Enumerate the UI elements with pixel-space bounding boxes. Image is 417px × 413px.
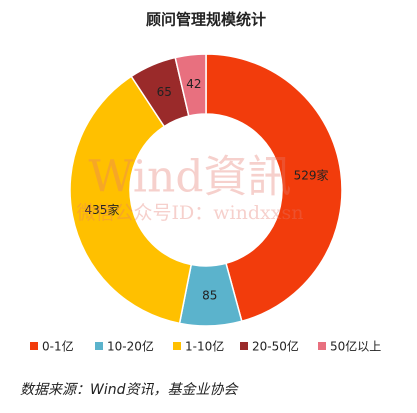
data-label: 529家 [294, 167, 329, 182]
legend-label: 50亿以上 [330, 339, 381, 354]
data-label: 85 [202, 288, 217, 302]
watermark: 微信公众号ID：windxxsn [77, 202, 304, 224]
watermark: Wind資訊 [88, 152, 291, 203]
legend-swatch [173, 342, 181, 350]
legend-label: 0-1亿 [42, 339, 74, 354]
legend-swatch [318, 342, 326, 350]
data-label: 435家 [85, 202, 120, 217]
legend-label: 10-20亿 [107, 339, 154, 354]
chart-title: 顾问管理规模统计 [146, 11, 266, 29]
legend-swatch [30, 342, 38, 350]
legend-label: 20-50亿 [252, 339, 299, 354]
legend-swatch [95, 342, 103, 350]
legend-swatch [240, 342, 248, 350]
donut-slice [69, 75, 193, 325]
donut-slice [174, 53, 207, 117]
source: 数据来源：Wind资讯，基金业协会 [20, 382, 239, 398]
legend-label: 1-10亿 [185, 339, 224, 354]
data-label: 65 [157, 85, 172, 99]
data-label: 42 [186, 77, 201, 91]
donut-slice [205, 53, 343, 323]
